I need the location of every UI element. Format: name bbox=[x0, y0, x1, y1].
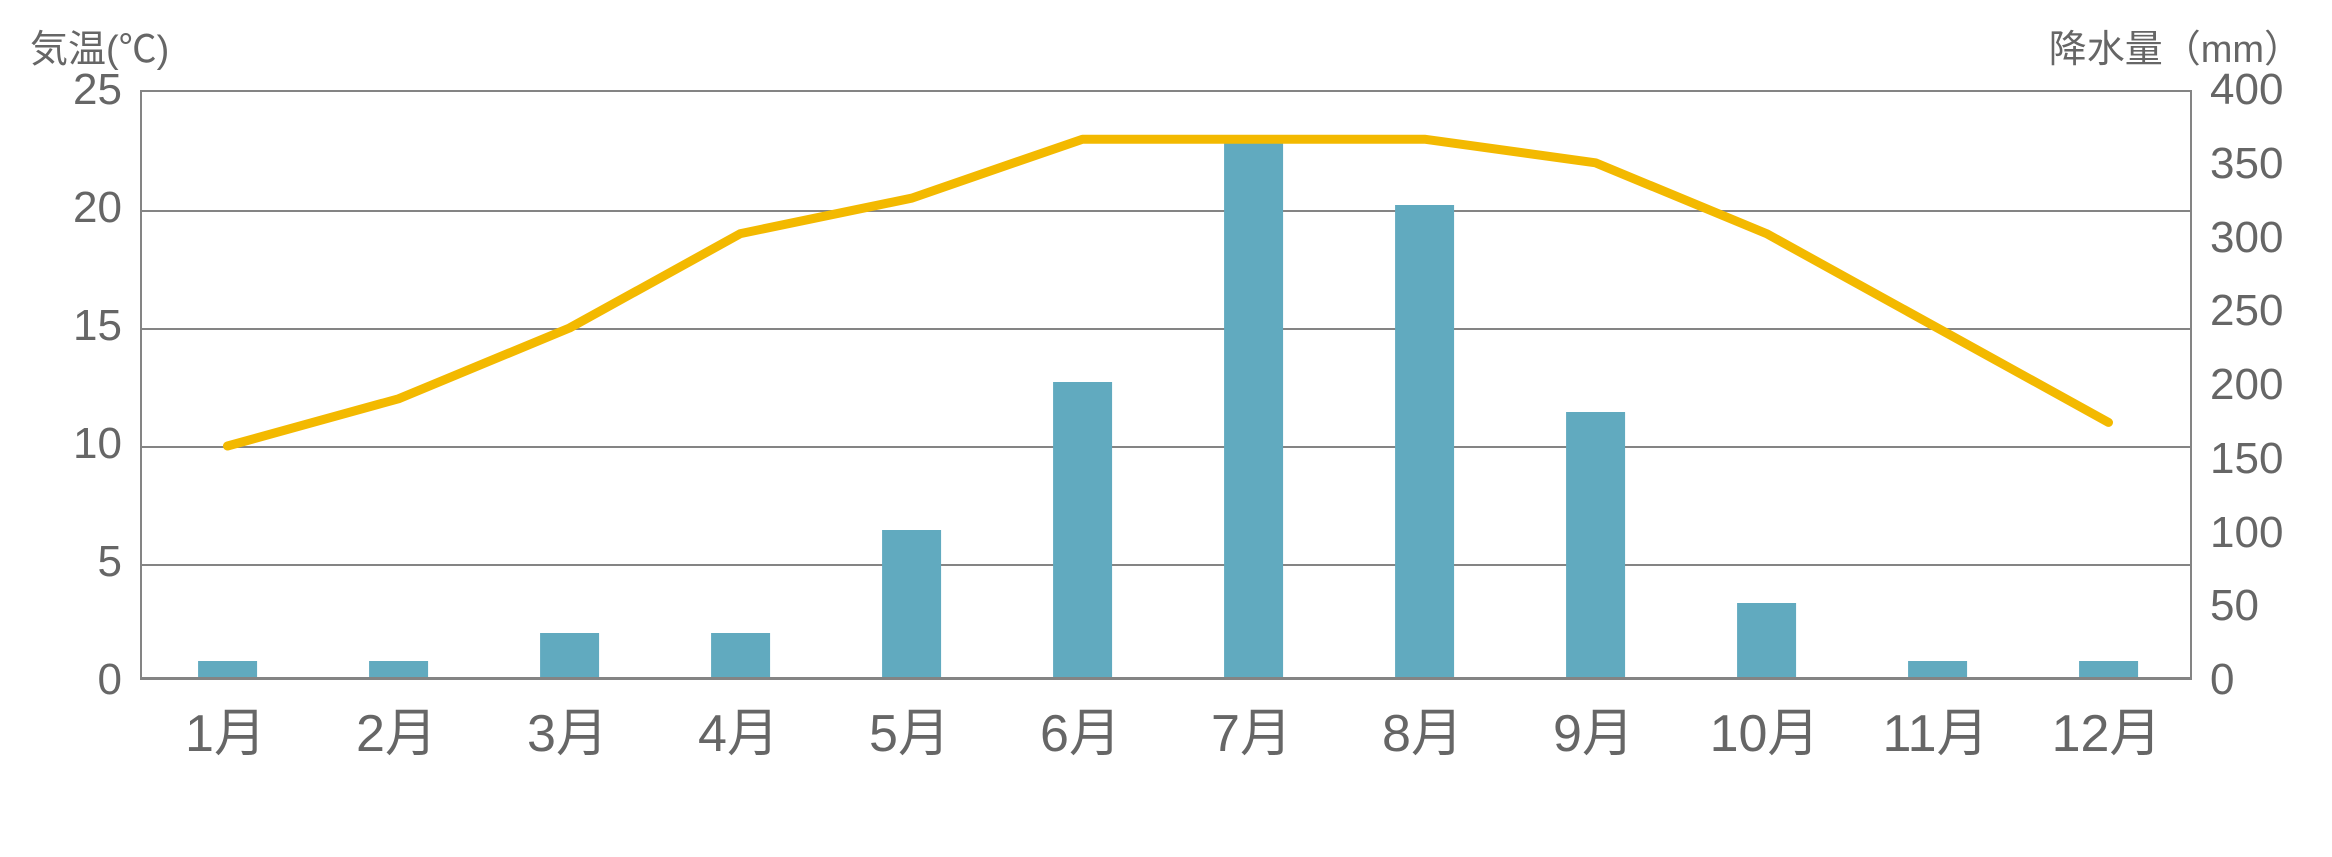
bar bbox=[1908, 661, 1968, 677]
y-tick-right: 400 bbox=[2210, 68, 2283, 112]
x-tick: 12月 bbox=[2052, 708, 2162, 760]
x-tick: 7月 bbox=[1211, 708, 1292, 760]
x-tick: 5月 bbox=[869, 708, 950, 760]
x-tick: 6月 bbox=[1040, 708, 1121, 760]
bar bbox=[1053, 382, 1113, 677]
x-tick: 4月 bbox=[698, 708, 779, 760]
bar bbox=[2079, 661, 2139, 677]
y-tick-right: 250 bbox=[2210, 289, 2283, 333]
bar bbox=[540, 633, 600, 677]
bar bbox=[882, 530, 942, 678]
y-tick-left: 0 bbox=[98, 658, 122, 702]
bar bbox=[1566, 412, 1626, 678]
x-tick: 3月 bbox=[527, 708, 608, 760]
bar bbox=[1395, 205, 1455, 677]
y-tick-right: 350 bbox=[2210, 142, 2283, 186]
gridline bbox=[142, 564, 2190, 566]
x-tick: 1月 bbox=[185, 708, 266, 760]
y-tick-left: 5 bbox=[98, 540, 122, 584]
bar bbox=[198, 661, 258, 677]
y-tick-right: 0 bbox=[2210, 658, 2234, 702]
plot-area bbox=[140, 90, 2192, 680]
y-tick-left: 20 bbox=[73, 186, 122, 230]
x-tick: 10月 bbox=[1710, 708, 1820, 760]
y-tick-right: 200 bbox=[2210, 363, 2283, 407]
y-tick-right: 50 bbox=[2210, 584, 2259, 628]
x-tick: 11月 bbox=[1883, 708, 1989, 760]
line-series bbox=[142, 92, 2194, 682]
bar bbox=[1224, 139, 1284, 677]
bar bbox=[1737, 603, 1797, 677]
y-tick-left: 25 bbox=[73, 68, 122, 112]
y-tick-right: 150 bbox=[2210, 437, 2283, 481]
y-tick-left: 10 bbox=[73, 422, 122, 466]
climate-chart: 気温(℃) 降水量（mm） 05101520250501001502002503… bbox=[0, 0, 2332, 857]
gridline bbox=[142, 210, 2190, 212]
y-tick-left: 15 bbox=[73, 304, 122, 348]
y-tick-right: 100 bbox=[2210, 511, 2283, 555]
y-tick-right: 300 bbox=[2210, 216, 2283, 260]
gridline bbox=[142, 328, 2190, 330]
x-tick: 9月 bbox=[1553, 708, 1634, 760]
bar bbox=[711, 633, 771, 677]
gridline bbox=[142, 446, 2190, 448]
x-tick: 2月 bbox=[356, 708, 437, 760]
x-tick: 8月 bbox=[1382, 708, 1463, 760]
bar bbox=[369, 661, 429, 677]
